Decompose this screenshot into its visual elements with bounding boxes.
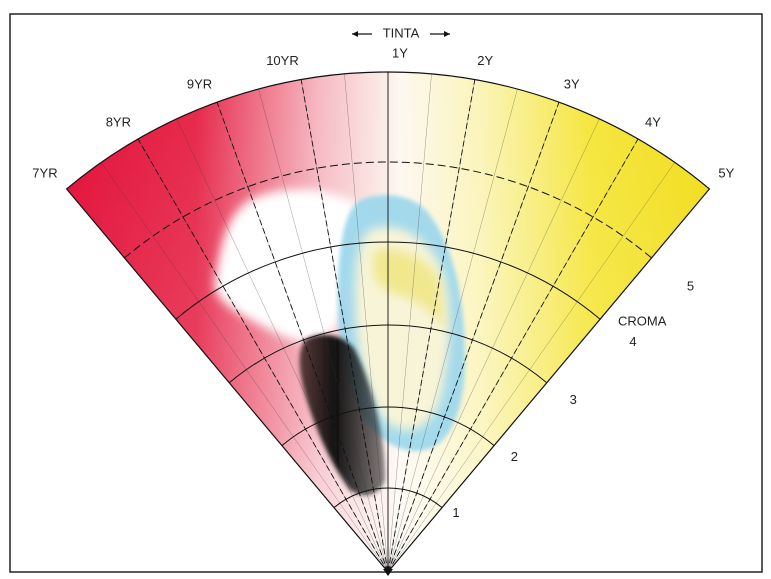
hue-line: [137, 138, 389, 572]
hue-line: [216, 101, 389, 572]
radial-line: [387, 118, 600, 572]
dark-blob: [299, 334, 385, 496]
title: TINTA: [383, 25, 420, 40]
labels: 7YR 8YR 9YR 10YR 1Y 2Y 3Y 4Y 5Y 1 2 3 4 5: [32, 45, 734, 520]
yellow-tint: [372, 248, 445, 330]
chroma-ring: [333, 487, 443, 509]
arrow-right-head: [444, 31, 450, 37]
chroma-step: 1: [452, 505, 459, 520]
hue-label: 10YR: [266, 53, 299, 68]
hue-label: 5Y: [718, 166, 734, 181]
radial-line: [344, 73, 389, 572]
chroma-ring: [124, 161, 652, 259]
radial-line: [387, 162, 675, 572]
hue-label: 1Y: [392, 45, 408, 60]
hue-arrows: [352, 31, 450, 37]
chroma-step: 4: [629, 334, 636, 349]
hue-label: 3Y: [564, 76, 580, 91]
hue-label: 2Y: [477, 53, 493, 68]
chroma-step: 2: [511, 449, 518, 464]
radial-line: [387, 73, 432, 572]
hue-label: 8YR: [106, 114, 131, 129]
chroma-ring: [175, 241, 601, 320]
chroma-ring: [281, 406, 495, 446]
hue-label: 4Y: [645, 114, 661, 129]
arrow-left-head: [352, 31, 358, 37]
hue-label: 9YR: [187, 76, 212, 91]
fan-outline: [65, 71, 711, 573]
radial-line: [387, 88, 518, 572]
hue-line: [387, 79, 476, 572]
radial-line: [176, 118, 389, 572]
chroma-step: 3: [570, 392, 577, 407]
white-blob: [214, 189, 375, 342]
chroma-step: 5: [687, 279, 694, 294]
apex-marker: [383, 569, 393, 576]
radial-line: [101, 162, 389, 572]
hue-line: [387, 101, 560, 572]
hue-line: [387, 138, 639, 572]
hue-fan: [65, 71, 711, 573]
chroma-label: CROMA: [618, 313, 667, 328]
hue-line: [300, 79, 389, 572]
hue-label: 7YR: [32, 166, 57, 181]
radial-line: [258, 88, 389, 572]
chroma-ring: [228, 324, 548, 384]
